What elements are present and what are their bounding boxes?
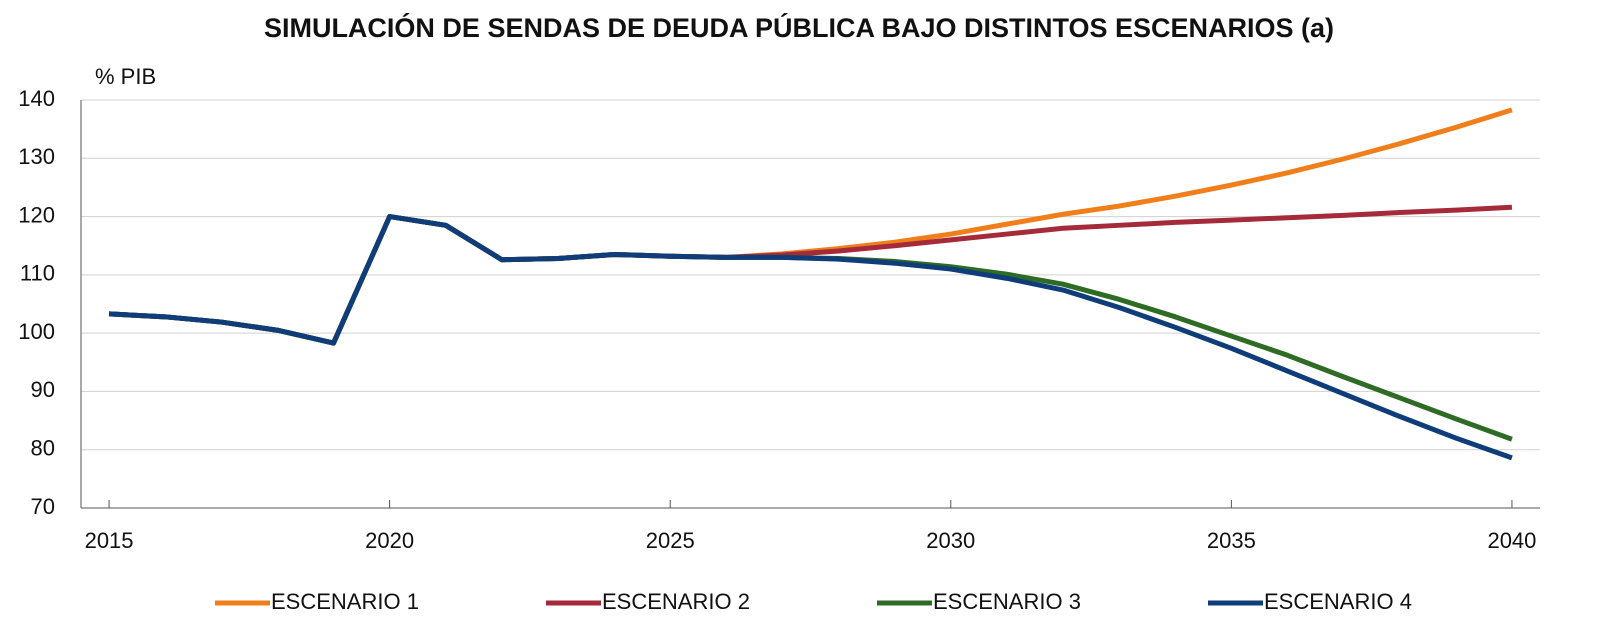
y-tick-label: 110: [20, 261, 55, 286]
series-line: [108, 214, 1513, 461]
y-tick-label: 130: [18, 144, 55, 169]
y-tick-label: 90: [31, 377, 55, 402]
y-tick-label: 140: [18, 86, 55, 111]
legend-label: ESCENARIO 2: [602, 589, 750, 614]
y-tick-label: 100: [18, 319, 55, 344]
x-tick-label: 2035: [1207, 528, 1256, 553]
y-axis-label: % PIB: [95, 64, 156, 89]
x-tick-label: 2030: [926, 528, 975, 553]
x-tick-label: 2025: [646, 528, 695, 553]
y-tick-label: 120: [18, 202, 55, 227]
legend-label: ESCENARIO 4: [1264, 589, 1412, 614]
x-tick-label: 2020: [365, 528, 414, 553]
chart-title: SIMULACIÓN DE SENDAS DE DEUDA PÚBLICA BA…: [264, 12, 1334, 43]
x-tick-label: 2040: [1487, 528, 1536, 553]
legend-label: ESCENARIO 1: [271, 589, 419, 614]
series-line: [108, 107, 1513, 346]
y-tick-label: 70: [31, 494, 55, 519]
y-tick-label: 80: [31, 436, 55, 461]
x-tick-label: 2015: [85, 528, 134, 553]
legend-label: ESCENARIO 3: [933, 589, 1081, 614]
